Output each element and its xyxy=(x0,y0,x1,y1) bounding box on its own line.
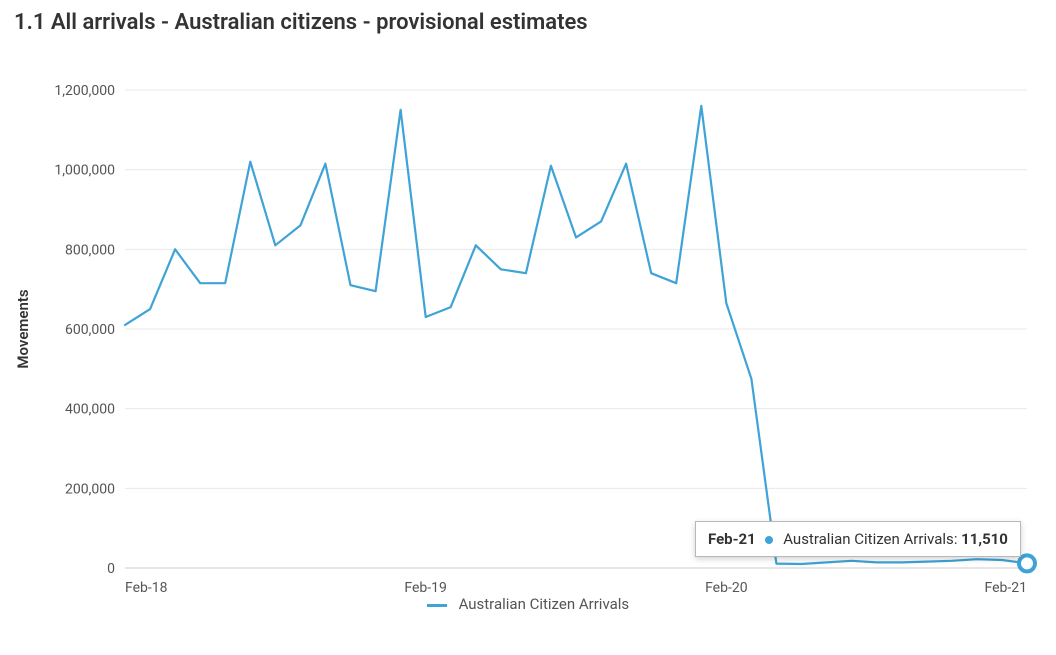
y-tick-label: 400,000 xyxy=(65,402,115,418)
legend-swatch xyxy=(427,604,447,607)
tooltip-series-dot xyxy=(765,536,773,544)
y-tick-label: 800,000 xyxy=(65,242,115,258)
y-tick-label: 1,000,000 xyxy=(54,163,115,179)
x-tick-label: Feb-18 xyxy=(125,580,168,595)
chart-area: 0 200,000 400,000 600,000 800,000 1,000,000 1,… xyxy=(0,35,1056,645)
y-tick-label: 0 xyxy=(107,561,115,577)
y-tick-label: 1,200,000 xyxy=(54,83,115,99)
legend[interactable]: Australian Citizen Arrivals xyxy=(0,595,1056,613)
highlight-marker[interactable] xyxy=(1019,555,1035,571)
y-axis-title: Movements xyxy=(14,289,32,369)
x-tick-label: Feb-21 xyxy=(985,580,1028,595)
x-tick-label: Feb-19 xyxy=(404,580,447,595)
tooltip: Feb-21 Australian Citizen Arrivals: 11,5… xyxy=(695,521,1021,557)
x-tick-label: Feb-20 xyxy=(705,580,748,595)
y-tick-label: 200,000 xyxy=(65,481,115,497)
chart-svg: 0 200,000 400,000 600,000 800,000 1,000,000 1,… xyxy=(0,35,1056,595)
tooltip-value: 11,510 xyxy=(961,530,1008,548)
chart-title: 1.1 All arrivals - Australian citizens -… xyxy=(0,0,1056,35)
series-line-australian-citizen-arrivals[interactable] xyxy=(125,106,1027,564)
y-tick-label: 600,000 xyxy=(65,322,115,338)
tooltip-series-name: Australian Citizen Arrivals xyxy=(783,530,954,548)
tooltip-date: Feb-21 xyxy=(708,530,756,548)
legend-label: Australian Citizen Arrivals xyxy=(459,595,630,613)
